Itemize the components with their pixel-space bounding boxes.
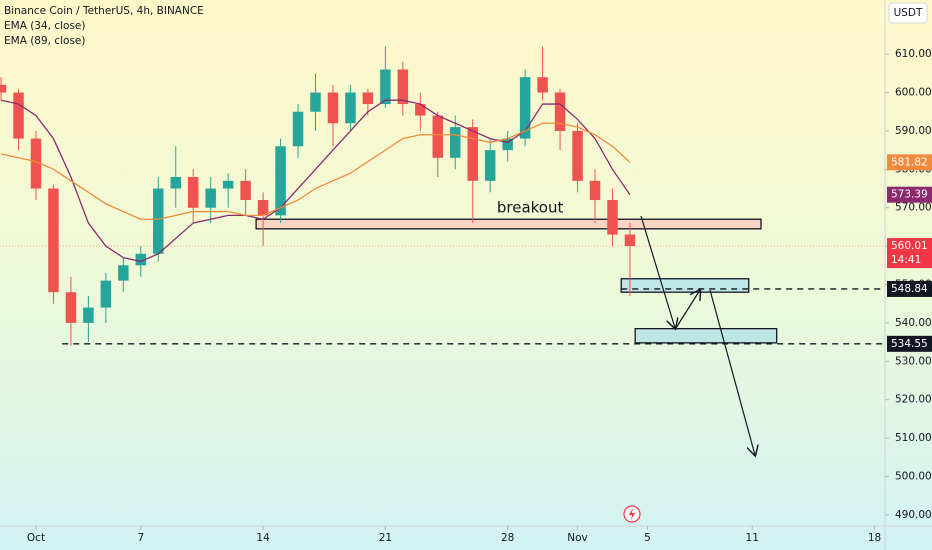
candle-body bbox=[467, 127, 478, 181]
candle-body bbox=[537, 77, 548, 93]
candle-body bbox=[292, 111, 304, 147]
candle-body bbox=[327, 92, 339, 124]
candle-body bbox=[624, 234, 636, 247]
ema-line bbox=[0, 122, 631, 220]
ema-badge-label: 581.82 bbox=[891, 156, 928, 168]
level-label: 548.84 bbox=[891, 283, 928, 295]
last-price-badge bbox=[887, 238, 932, 269]
zone-label: breakout bbox=[497, 199, 564, 217]
candle-body bbox=[240, 180, 251, 201]
candle-body bbox=[572, 130, 583, 181]
candle-body bbox=[13, 92, 24, 139]
y-tick-label: 600.00 bbox=[895, 87, 932, 99]
candle-body bbox=[589, 180, 601, 201]
candle-body bbox=[345, 92, 356, 124]
candle-body bbox=[275, 146, 286, 216]
ema-badge bbox=[887, 186, 932, 203]
arrow bbox=[640, 215, 675, 328]
alert-icon-bolt[interactable] bbox=[629, 508, 635, 520]
candle-body bbox=[310, 92, 321, 112]
arrow bbox=[675, 290, 700, 329]
candle-body bbox=[153, 188, 164, 254]
plot: breakout bbox=[0, 46, 885, 346]
candle-body bbox=[170, 176, 181, 189]
x-tick-label: 5 bbox=[644, 532, 651, 544]
candle-body bbox=[48, 188, 59, 293]
arrow bbox=[709, 289, 755, 455]
indicator-label: EMA (34, close) bbox=[4, 20, 86, 32]
alert-icon[interactable] bbox=[623, 505, 641, 523]
y-tick-label: 540.00 bbox=[895, 317, 932, 329]
y-tick-label: 610.00 bbox=[895, 48, 932, 60]
last-price-label: 560.01 bbox=[891, 240, 928, 252]
symbol-title: Binance Coin / TetherUS, 4h, BINANCE bbox=[4, 5, 204, 17]
y-tick-label: 490.00 bbox=[895, 509, 932, 521]
x-tick-label: 14 bbox=[256, 532, 270, 544]
candle-body bbox=[415, 104, 426, 116]
candle-body bbox=[135, 253, 147, 266]
y-tick-label: 510.00 bbox=[895, 432, 932, 444]
y-tick-label: 590.00 bbox=[895, 125, 932, 137]
x-tick-label: 11 bbox=[746, 532, 759, 544]
candle-body bbox=[502, 138, 513, 151]
arrows bbox=[640, 215, 755, 455]
y-tick-label: 530.00 bbox=[895, 355, 932, 367]
y-tick-label: 520.00 bbox=[895, 394, 932, 406]
candle-body bbox=[362, 92, 374, 105]
zone bbox=[634, 328, 778, 344]
candle-body bbox=[118, 265, 129, 281]
candle-body bbox=[484, 150, 496, 181]
candle-body bbox=[205, 188, 216, 208]
currency-label[interactable]: USDT bbox=[894, 7, 923, 19]
candle-body bbox=[607, 200, 618, 235]
candle-body bbox=[100, 280, 112, 308]
zone bbox=[620, 278, 750, 293]
candle-body bbox=[554, 92, 566, 131]
candle-body bbox=[432, 115, 444, 158]
x-tick-label: Nov bbox=[567, 532, 588, 544]
candle-body bbox=[450, 127, 461, 158]
indicator-label: EMA (89, close) bbox=[4, 35, 86, 47]
level-label: 534.55 bbox=[891, 338, 928, 350]
y-tick-label: 570.00 bbox=[895, 202, 932, 214]
x-tick-label: Oct bbox=[27, 532, 45, 544]
x-tick-label: 21 bbox=[379, 532, 392, 544]
ema-badge bbox=[887, 154, 932, 171]
currency-button[interactable] bbox=[888, 2, 928, 24]
candle-body bbox=[0, 84, 7, 93]
countdown-label: 14:41 bbox=[891, 254, 921, 266]
candle-body bbox=[519, 77, 531, 139]
candle-body bbox=[83, 307, 94, 323]
candle-body bbox=[65, 292, 77, 323]
candle-body bbox=[222, 180, 234, 189]
y-tick-label: 500.00 bbox=[895, 470, 932, 482]
x-tick-label: 18 bbox=[868, 532, 881, 544]
candle-body bbox=[257, 200, 269, 216]
candle-body bbox=[397, 69, 409, 105]
x-tick-label: 28 bbox=[501, 532, 514, 544]
candle-body bbox=[30, 138, 42, 189]
level-label-bg bbox=[887, 335, 932, 352]
x-tick-label: 7 bbox=[137, 532, 144, 544]
candle-body bbox=[187, 176, 199, 208]
ema-badge-label: 573.39 bbox=[891, 189, 928, 201]
level-label-bg bbox=[887, 280, 932, 297]
zone bbox=[255, 218, 762, 230]
candle-body bbox=[380, 69, 391, 105]
